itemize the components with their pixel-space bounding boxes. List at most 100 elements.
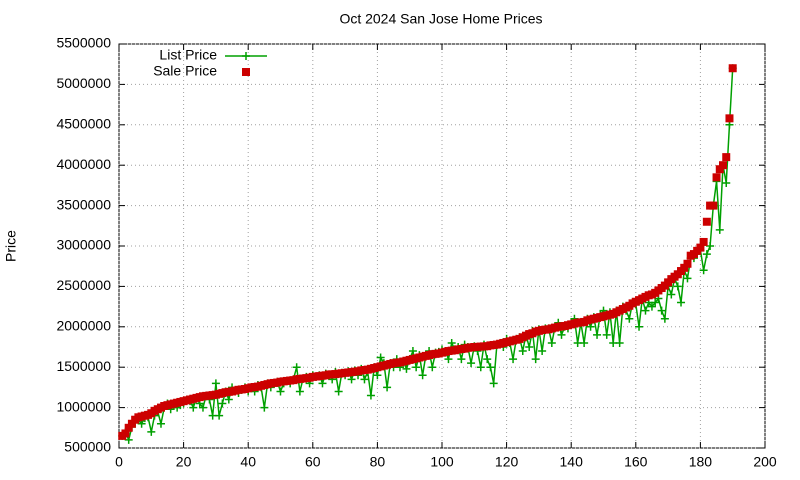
list-point	[334, 387, 343, 396]
list-point	[215, 411, 224, 420]
list-point	[509, 355, 518, 364]
legend-label: List Price	[159, 47, 217, 63]
list-point	[706, 242, 715, 250]
list-point	[360, 375, 369, 384]
list-point	[722, 178, 731, 187]
x-tick-label: 20	[176, 454, 192, 470]
list-point	[476, 363, 485, 372]
list-point	[373, 371, 382, 380]
x-tick-label: 160	[624, 454, 648, 470]
x-tick-label: 120	[495, 454, 519, 470]
y-tick-label: 500000	[64, 439, 111, 455]
list-point	[218, 399, 227, 408]
sale-point	[696, 243, 705, 252]
list-point	[402, 364, 411, 373]
y-tick-label: 4500000	[56, 116, 111, 132]
x-tick-label: 180	[689, 454, 713, 470]
list-point	[602, 330, 611, 339]
chart-title: Oct 2024 San Jose Home Prices	[339, 11, 542, 27]
list-point	[366, 391, 375, 400]
list-point	[292, 363, 301, 372]
list-point	[189, 403, 198, 412]
sale-point	[728, 64, 737, 73]
list-point	[538, 347, 547, 356]
list-point	[518, 347, 527, 356]
y-tick-label: 2500000	[56, 277, 111, 293]
sale-point	[722, 153, 731, 162]
list-point	[683, 274, 692, 283]
list-point	[198, 403, 207, 412]
list-point	[593, 330, 602, 339]
y-tick-label: 4000000	[56, 156, 111, 172]
sale-point	[121, 429, 130, 438]
list-point	[699, 266, 708, 275]
list-point	[486, 363, 495, 372]
sale-point	[702, 217, 711, 226]
list-point	[147, 427, 156, 436]
list-point	[647, 302, 656, 311]
y-tick-label: 5000000	[56, 75, 111, 91]
list-point	[318, 379, 327, 388]
list-point	[211, 379, 220, 388]
sale-point	[124, 423, 133, 432]
list-point	[702, 250, 711, 259]
list-point	[260, 403, 269, 412]
list-point	[467, 359, 476, 368]
y-tick-label: 3000000	[56, 237, 111, 253]
list-point	[673, 282, 682, 291]
list-point	[447, 338, 456, 347]
list-point	[376, 353, 385, 362]
x-tick-label: 100	[430, 454, 454, 470]
sale-point	[680, 263, 689, 272]
list-point	[224, 395, 233, 404]
sale-point	[699, 237, 708, 246]
list-point	[641, 306, 650, 315]
list-point	[408, 347, 417, 356]
list-point	[412, 363, 421, 372]
list-point	[615, 338, 624, 347]
legend-marker	[242, 68, 250, 76]
x-tick-label: 40	[240, 454, 256, 470]
y-tick-label: 3500000	[56, 196, 111, 212]
y-tick-label: 1500000	[56, 358, 111, 374]
x-tick-label: 60	[305, 454, 321, 470]
list-point	[547, 338, 556, 347]
y-tick-label: 2000000	[56, 318, 111, 334]
list-point	[295, 387, 304, 396]
list-point	[347, 375, 356, 384]
x-tick-label: 0	[115, 454, 123, 470]
list-point	[418, 371, 427, 380]
list-point	[660, 314, 669, 323]
sale-point	[719, 161, 728, 170]
legend-marker	[242, 52, 250, 60]
list-point	[428, 363, 437, 372]
list-point	[651, 298, 660, 307]
sale-point	[715, 165, 724, 174]
list-point	[677, 298, 686, 307]
list-point	[557, 330, 566, 339]
x-tick-label: 80	[370, 454, 386, 470]
list-point	[457, 355, 466, 364]
y-tick-label: 5500000	[56, 35, 111, 51]
sale-point	[683, 259, 692, 268]
x-tick-label: 140	[560, 454, 584, 470]
y-axis-label: Price	[3, 230, 19, 262]
list-point	[580, 338, 589, 347]
list-point	[525, 343, 534, 351]
list-point	[657, 306, 666, 315]
list-point	[715, 225, 724, 234]
sale-point	[712, 173, 721, 182]
list-point	[156, 419, 165, 428]
list-point	[276, 387, 285, 396]
list-point	[383, 383, 392, 392]
sale-point	[725, 114, 734, 123]
list-point	[531, 355, 540, 364]
list-point	[483, 355, 492, 364]
list-point	[667, 290, 676, 299]
sale-point	[127, 419, 136, 428]
x-tick-label: 200	[753, 454, 777, 470]
list-point	[635, 322, 644, 331]
list-point	[489, 379, 498, 388]
list-point	[625, 314, 634, 323]
